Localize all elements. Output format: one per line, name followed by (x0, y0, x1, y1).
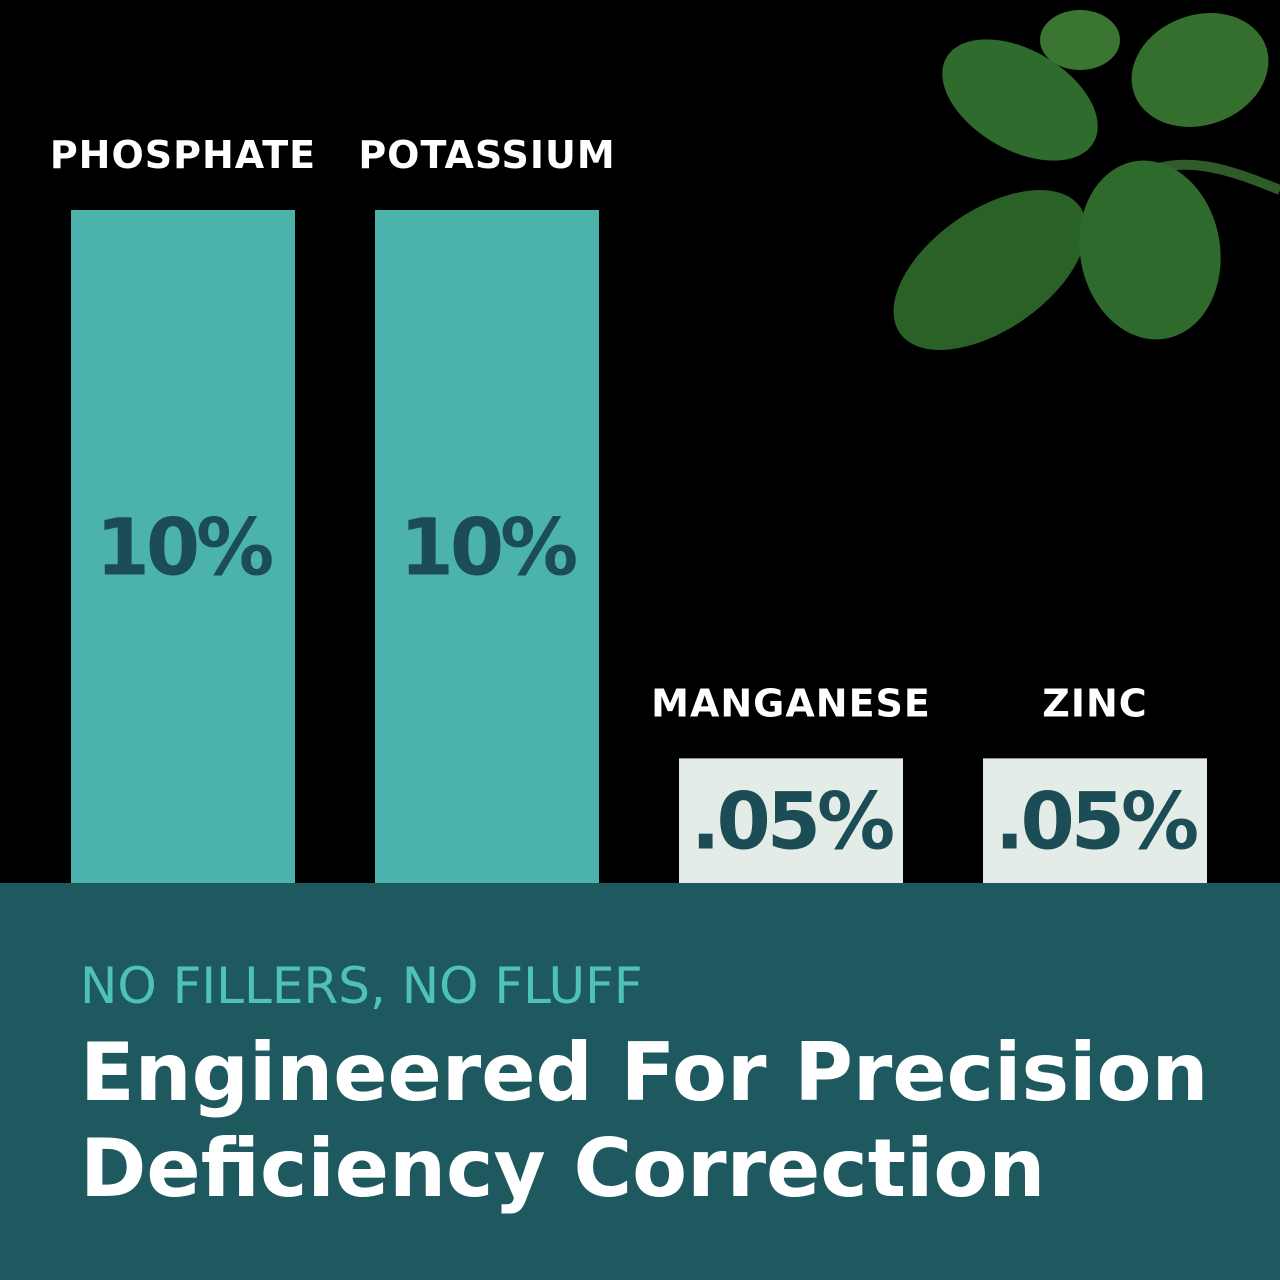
banner-headline: Deficiency Correction (80, 1122, 1045, 1215)
bar (983, 758, 1207, 883)
category-label: ZINC (1042, 681, 1147, 725)
value-label: .05% (691, 778, 893, 868)
value-label: .05% (995, 778, 1197, 868)
category-label: POTASSIUM (358, 133, 615, 177)
banner-panel (0, 883, 1280, 1280)
category-label: PHOSPHATE (50, 133, 316, 177)
banner-headline: Engineered For Precision (80, 1026, 1208, 1119)
bar (71, 210, 295, 883)
category-label: MANGANESE (651, 681, 931, 725)
bar (375, 210, 599, 883)
leaves (893, 10, 1280, 350)
value-label: 10% (96, 504, 273, 594)
banner-kicker: NO FILLERS, NO FLUFF (80, 957, 643, 1015)
value-label: 10% (400, 504, 577, 594)
bar (679, 758, 903, 883)
